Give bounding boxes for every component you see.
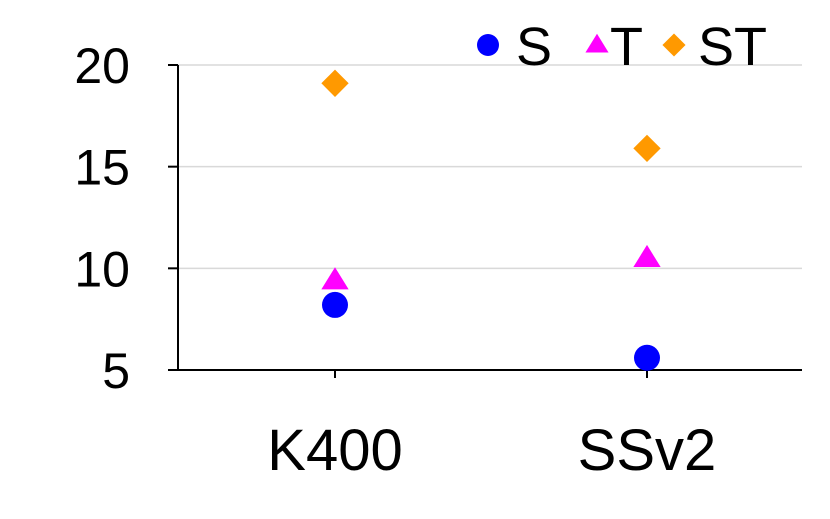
x-category-label: SSv2 (578, 418, 717, 483)
data-point-t-ssv2 (633, 244, 661, 268)
legend-marker-s (477, 34, 499, 56)
data-point-st-ssv2 (633, 134, 661, 163)
y-tick-label: 10 (74, 241, 130, 297)
data-point-s-k400 (322, 291, 348, 318)
legend: S T ST (477, 17, 767, 77)
grid-lines (178, 64, 802, 270)
x-category-label: K400 (267, 418, 402, 483)
legend-marker-t (585, 33, 609, 53)
x-category-labels: K400 SSv2 (267, 418, 716, 483)
legend-marker-st (662, 33, 686, 57)
y-tick-label: 15 (74, 140, 130, 196)
data-point-st-k400 (321, 69, 349, 97)
data-point-t-k400 (321, 267, 349, 290)
legend-label-st: ST (698, 17, 767, 77)
legend-item-t: T (585, 17, 643, 77)
legend-label-s: S (516, 17, 552, 77)
data-points (321, 69, 661, 371)
legend-label-t: T (610, 17, 643, 77)
legend-item-s: S (477, 17, 552, 77)
axes (168, 64, 802, 378)
data-point-s-ssv2 (634, 344, 660, 371)
y-tick-label: 5 (102, 343, 130, 399)
y-tick-label: 20 (74, 38, 130, 94)
y-tick-labels: 5 10 15 20 (74, 38, 130, 399)
legend-item-st: ST (662, 17, 767, 77)
